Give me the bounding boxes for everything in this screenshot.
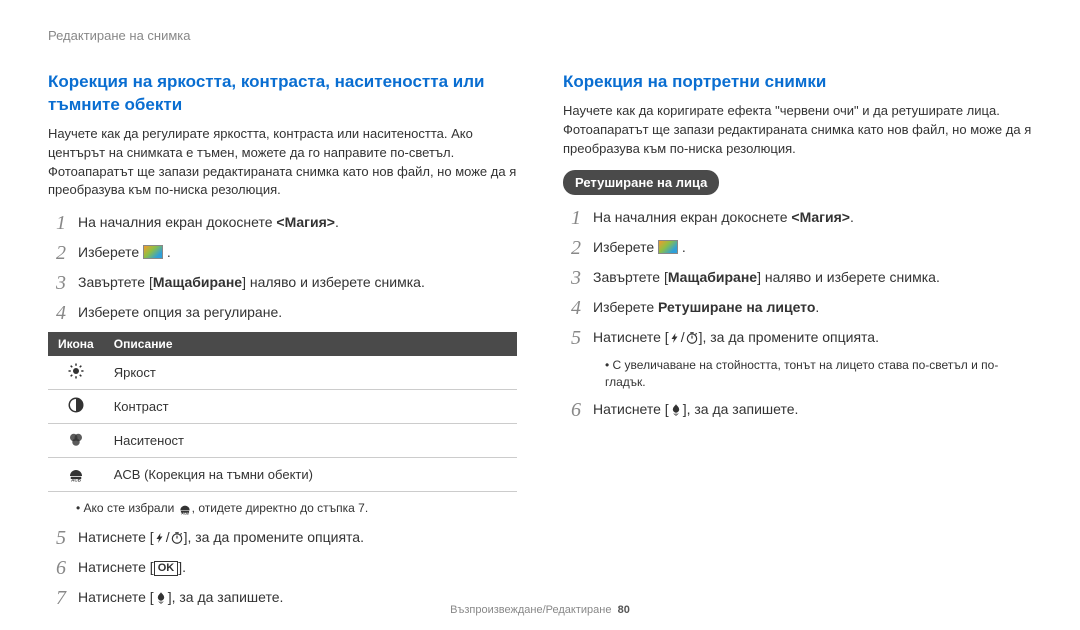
table-row: Наситеност [48,424,517,458]
right-section-title: Корекция на портретни снимки [563,71,1032,94]
step-2: 2 Изберете . [48,242,517,264]
step-number: 1 [48,212,66,234]
table-row: Контраст [48,390,517,424]
step-1: 1 На началния екран докоснете <Магия>. [48,212,517,234]
step-number: 3 [48,272,66,294]
step-number: 6 [48,557,66,579]
table-head-desc: Описание [104,332,517,356]
step-5: 5 Натиснете [/], за да промените опцията… [563,327,1032,349]
table-cell-desc: Яркост [104,356,517,390]
step-4: 4 Изберете опция за регулиране. [48,302,517,324]
step-number: 5 [563,327,581,349]
step-3: 3 Завъртете [Мащабиране] наляво и избере… [48,272,517,294]
step-text: Изберете . [593,237,1032,257]
step-text: Натиснете [], за да запишете. [593,399,1032,419]
step-text: Завъртете [Мащабиране] наляво и изберете… [78,272,517,292]
acb-icon [67,464,85,482]
table-cell-desc: ACB (Корекция на тъмни обекти) [104,458,517,492]
step-number: 5 [48,527,66,549]
step-text: Завъртете [Мащабиране] наляво и изберете… [593,267,1032,287]
contrast-icon [67,396,85,414]
macro-icon [669,403,683,417]
page-footer: Възпроизвеждане/Редактиране 80 [0,604,1080,616]
left-steps-cont: 5 Натиснете [/], за да промените опцията… [48,527,517,609]
saturation-icon [67,430,85,448]
flash-icon [154,531,166,545]
acb-icon [178,501,192,515]
table-head-icon: Икона [48,332,104,356]
step-2: 2 Изберете . [563,237,1032,259]
step-text: На началния екран докоснете <Магия>. [78,212,517,232]
left-intro: Научете как да регулирате яркостта, конт… [48,125,517,200]
right-column: Корекция на портретни снимки Научете как… [563,71,1032,617]
right-sub-note: С увеличаване на стойността, тонът на ли… [605,357,1032,391]
step-1: 1 На началния екран докоснете <Магия>. [563,207,1032,229]
image-thumb-icon [658,240,678,254]
step-number: 3 [563,267,581,289]
step-6: 6 Натиснете [], за да запишете. [563,399,1032,421]
table-row: ACB (Корекция на тъмни обекти) [48,458,517,492]
subsection-pill: Ретуширане на лица [563,170,719,195]
step-text: Изберете опция за регулиране. [78,302,517,322]
step-3: 3 Завъртете [Мащабиране] наляво и избере… [563,267,1032,289]
table-cell-desc: Наситеност [104,424,517,458]
two-column-layout: Корекция на яркостта, контраста, наситен… [48,71,1032,617]
macro-icon [154,591,168,605]
step-6: 6 Натиснете [OK]. [48,557,517,579]
step-text: Натиснете [/], за да промените опцията. [593,327,1032,347]
step-number: 1 [563,207,581,229]
flash-icon [669,331,681,345]
table-cell-desc: Контраст [104,390,517,424]
right-intro: Научете как да коригирате ефекта "червен… [563,102,1032,159]
page-header: Редактиране на снимка [48,28,1032,43]
step-4: 4 Изберете Ретуширане на лицето. [563,297,1032,319]
step-number: 4 [563,297,581,319]
options-table: Икона Описание Яркост Контраст Наситенос… [48,332,517,492]
left-steps: 1 На началния екран докоснете <Магия>. 2… [48,212,517,324]
step-text: На началния екран докоснете <Магия>. [593,207,1032,227]
ok-icon: OK [154,561,179,576]
step-number: 4 [48,302,66,324]
step-text: Изберете . [78,242,517,262]
left-column: Корекция на яркостта, контраста, наситен… [48,71,517,617]
step-text: Изберете Ретуширане на лицето. [593,297,1032,317]
timer-icon [685,331,699,345]
brightness-icon [67,362,85,380]
left-section-title: Корекция на яркостта, контраста, наситен… [48,71,517,117]
step-number: 2 [563,237,581,259]
step-5: 5 Натиснете [/], за да промените опцията… [48,527,517,549]
left-note: Ако сте избрали , отидете директно до ст… [76,500,517,517]
image-thumb-icon [143,245,163,259]
step-number: 6 [563,399,581,421]
step-text: Натиснете [OK]. [78,557,517,577]
step-number: 2 [48,242,66,264]
timer-icon [170,531,184,545]
step-text: Натиснете [/], за да промените опцията. [78,527,517,547]
right-steps: 1 На началния екран докоснете <Магия>. 2… [563,207,1032,349]
table-row: Яркост [48,356,517,390]
right-steps-cont: 6 Натиснете [], за да запишете. [563,399,1032,421]
